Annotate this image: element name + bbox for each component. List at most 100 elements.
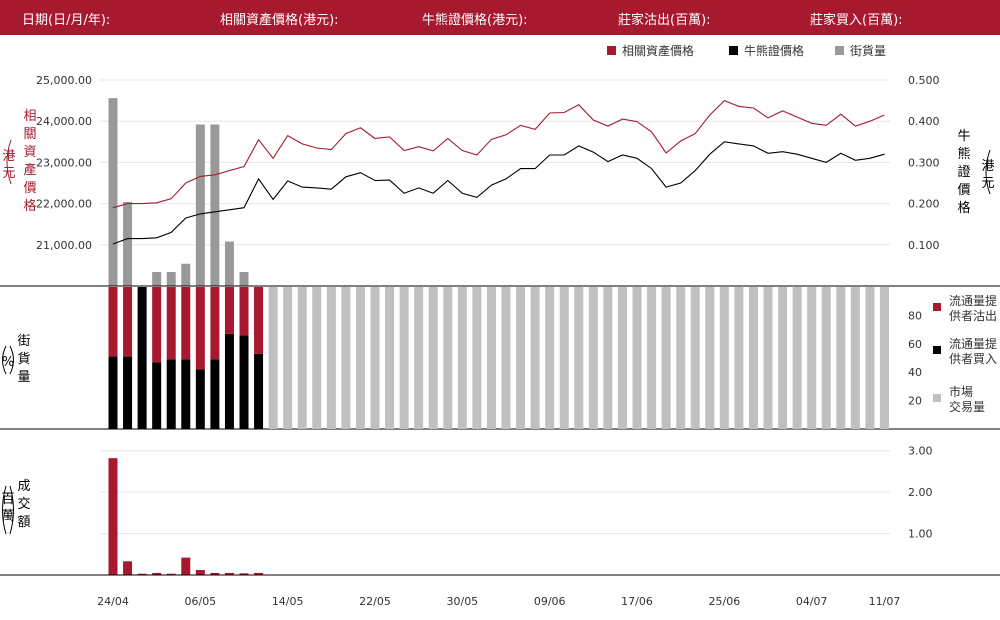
lp-buy-bar	[166, 359, 176, 429]
turnover-axis-unit-char: 百	[1, 492, 14, 507]
turnover-bar	[137, 573, 147, 575]
x-tick-label: 25/06	[709, 595, 741, 608]
market-volume-bar	[632, 287, 642, 429]
x-tick-label: 22/05	[359, 595, 391, 608]
x-tick-label: 14/05	[272, 595, 304, 608]
market-volume-bar	[647, 287, 657, 429]
legend-lp-buy-line1: 流通量提	[949, 336, 997, 351]
turnover-axis-label-char: 額	[17, 515, 30, 530]
market-volume-bar	[690, 287, 700, 429]
turnover-bar	[239, 573, 249, 575]
left-axis-paren	[6, 139, 12, 185]
right-axis-label-char: 熊	[957, 146, 970, 162]
turnover-tick-label: 1.00	[908, 528, 933, 541]
left-axis-label-char: 產	[23, 162, 36, 178]
outstanding-bar	[166, 271, 176, 286]
header-bar: 日期(日/月/年): 相關資產價格(港元): 牛熊證價格(港元): 莊家沽出(百…	[0, 0, 1000, 35]
pct-axis-label-char: 街	[17, 334, 30, 349]
lp-buy-bar	[181, 359, 191, 429]
turnover-bar	[152, 572, 162, 575]
date-label: 日期(日/月/年):	[22, 13, 111, 28]
turnover-axis-label-char: 成	[17, 479, 30, 494]
x-tick-label: 06/05	[184, 595, 216, 608]
outstanding-bar	[123, 201, 133, 286]
x-tick-label: 09/06	[534, 595, 566, 608]
lp-sell-bar	[152, 287, 162, 363]
lp-sell-label: 莊家沽出(百萬):	[618, 13, 711, 28]
legend-lp-buy-line2: 供者買入	[949, 352, 997, 366]
market-volume-bar	[676, 287, 686, 429]
x-tick-label: 11/07	[869, 595, 901, 608]
left-axis-label-char: 相	[23, 109, 36, 124]
pct-axis-paren	[2, 345, 7, 375]
legend-market-volume-swatch	[933, 394, 941, 402]
pct-tick-label: 80	[908, 309, 922, 322]
market-volume-bar	[748, 287, 758, 429]
x-tick-label: 30/05	[446, 595, 478, 608]
right-tick-label: 0.500	[908, 74, 940, 87]
market-volume-bar	[574, 287, 584, 429]
pct-tick-label: 20	[908, 395, 922, 408]
outstanding-bar	[152, 271, 162, 286]
lp-buy-bar	[123, 356, 133, 429]
turnover-axis-paren	[2, 485, 7, 535]
market-volume-bar	[268, 287, 278, 429]
right-tick-label: 0.400	[908, 115, 940, 128]
right-axis-label-char: 格	[957, 200, 970, 216]
lp-buy-bar	[224, 333, 234, 429]
legend-outstanding-swatch	[835, 46, 844, 55]
left-tick-label: 23,000.00	[36, 156, 92, 169]
market-volume-bar	[457, 287, 467, 429]
legend-lp-buy-swatch	[933, 346, 941, 354]
market-volume-bar	[355, 287, 365, 429]
pct-tick-label: 40	[908, 366, 922, 379]
turnover-bar	[181, 557, 191, 575]
market-volume-bar	[428, 287, 438, 429]
legend-lp-sell-line1: 流通量提	[949, 293, 997, 308]
market-volume-bar	[370, 287, 380, 429]
right-axis-label-char: 牛	[957, 129, 970, 144]
right-tick-label: 0.200	[908, 198, 940, 211]
market-volume-bar	[879, 287, 889, 429]
cbbc-price-label: 牛熊證價格(港元):	[422, 13, 528, 28]
left-axis-label-char: 資	[23, 145, 36, 160]
legend-lp-sell-swatch	[933, 303, 941, 311]
legend-cbbc-price-swatch	[729, 46, 738, 55]
legend-lp-sell-line2: 供者沽出	[949, 309, 997, 323]
legend-asset-price: 相關資產價格	[622, 43, 694, 58]
market-volume-bar	[865, 287, 875, 429]
market-volume-bar	[588, 287, 598, 429]
turnover-bar	[224, 572, 234, 575]
market-volume-bar	[312, 287, 322, 429]
turnover-bar	[195, 570, 205, 575]
outstanding-bar	[239, 271, 249, 286]
market-volume-bar	[443, 287, 453, 429]
left-axis-label-char: 價	[23, 181, 36, 196]
turnover-bar	[254, 572, 264, 575]
left-tick-label: 22,000.00	[36, 198, 92, 211]
asset-price-line	[112, 99, 885, 209]
right-tick-label: 0.300	[908, 156, 940, 169]
outstanding-bar	[181, 263, 191, 286]
lp-buy-bar	[210, 359, 220, 429]
x-tick-label: 04/07	[796, 595, 828, 608]
lp-buy-bar	[152, 362, 162, 429]
pct-axis-label-char: 量	[17, 370, 30, 385]
lp-sell-bar	[210, 287, 220, 360]
left-tick-label: 21,000.00	[36, 239, 92, 252]
lp-sell-bar	[181, 287, 191, 360]
left-axis-unit-char: 港	[2, 149, 15, 164]
left-tick-label: 24,000.00	[36, 115, 92, 128]
market-volume-bar	[545, 287, 555, 429]
market-volume-bar	[326, 287, 336, 429]
turnover-bar	[123, 561, 133, 575]
lp-buy-bar	[137, 287, 147, 429]
market-volume-bar	[705, 287, 715, 429]
lp-sell-bar	[123, 287, 133, 357]
market-volume-bar	[734, 287, 744, 429]
cbbc-price-line	[112, 141, 885, 245]
market-volume-bar	[297, 287, 307, 429]
market-volume-bar	[341, 287, 351, 429]
market-volume-bar	[778, 287, 788, 429]
